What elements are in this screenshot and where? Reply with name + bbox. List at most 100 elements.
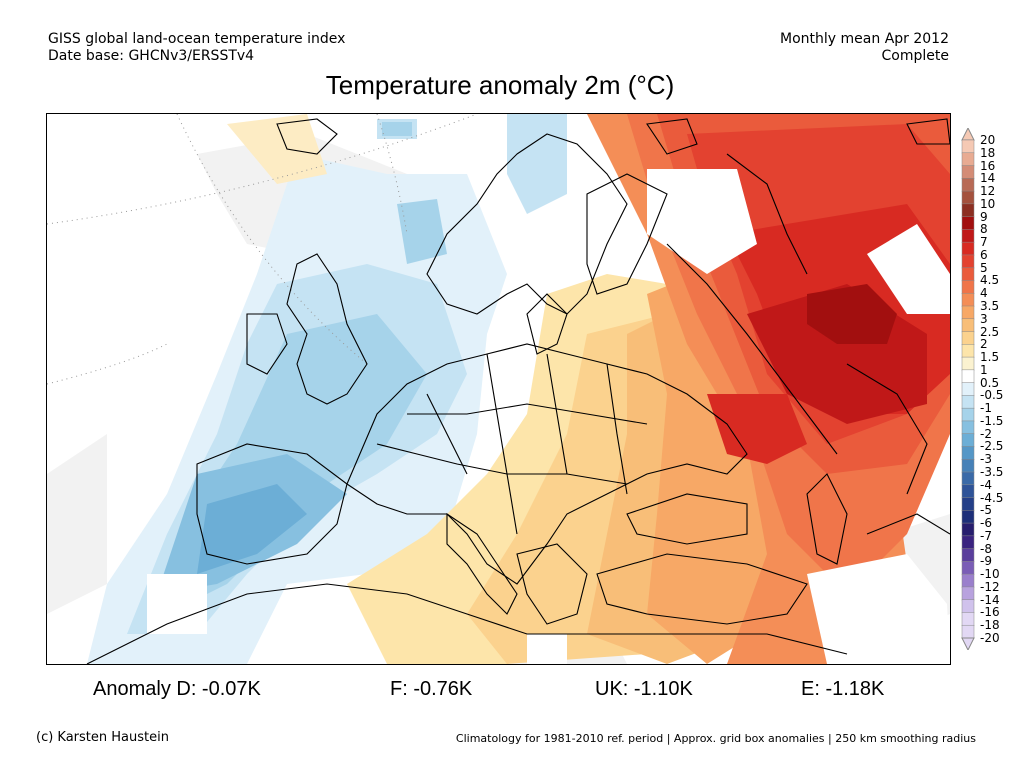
- colorbar-segment: [961, 561, 975, 575]
- colorbar-segment: [961, 216, 975, 231]
- colorbar-segment: [961, 369, 975, 384]
- colorbar-tick-label: 3: [980, 311, 988, 326]
- colorbar-tick-label: -18: [980, 618, 1000, 633]
- colorbar-segment: [961, 241, 975, 256]
- colorbar-tick-label: -12: [980, 579, 1000, 594]
- colorbar: [961, 128, 975, 650]
- colorbar-tick-label: 0.5: [980, 375, 1000, 390]
- colorbar-tick-label: 4.5: [980, 273, 1000, 288]
- colorbar-tick-label: -4.5: [980, 490, 1004, 505]
- colorbar-segment: [961, 433, 975, 448]
- colorbar-tick-label: -1: [980, 401, 992, 416]
- colorbar-segment: [961, 318, 975, 333]
- colorbar-segment: [961, 356, 975, 371]
- colorbar-tick-label: 6: [980, 247, 988, 262]
- colorbar-tick-label: 14: [980, 171, 996, 186]
- colorbar-tick-label: -6: [980, 516, 992, 531]
- colorbar-segment: [961, 458, 975, 473]
- positive-anomaly-areas: [227, 114, 950, 664]
- colorbar-segment: [961, 484, 975, 499]
- colorbar-tick-label: -16: [980, 605, 1000, 620]
- colorbar-tick-label: 7: [980, 235, 988, 250]
- colorbar-tick-label: -10: [980, 567, 1000, 582]
- colorbar-tick-label: -20: [980, 631, 1000, 645]
- colorbar-segment: [961, 548, 975, 563]
- colorbar-segment: [961, 203, 975, 218]
- map-title: Temperature anomaly 2m (°C): [325, 70, 675, 100]
- colorbar-tick-label: 9: [980, 209, 988, 224]
- colorbar-tick-label: 8: [980, 222, 988, 237]
- colorbar-segment: [961, 331, 975, 346]
- colorbar-tick-label: -4: [980, 477, 992, 492]
- colorbar-segment: [961, 344, 975, 358]
- anomaly-germany: Anomaly D: -0.07K: [93, 678, 261, 700]
- colorbar-tick-label: 1.5: [980, 350, 1000, 365]
- colorbar-segment: [961, 407, 975, 422]
- anomaly-uk: UK: -1.10K: [595, 678, 693, 700]
- regional-anomalies: Anomaly D: -0.07K F: -0.76K UK: -1.10K E…: [0, 678, 1024, 708]
- colorbar-segment: [961, 471, 975, 486]
- map-canvas: [47, 114, 950, 664]
- colorbar-tick-label: 4: [980, 286, 988, 301]
- colorbar-tick-label: 10: [980, 196, 996, 211]
- colorbar-tick-label: -0.5: [980, 388, 1004, 403]
- period-label: Monthly mean Apr 2012: [780, 31, 949, 47]
- colorbar-segment: [961, 573, 975, 588]
- colorbar-labels: 20 18 16 14 12 10 9 8 7 6 5 4.5 4 3.5 3 2.5 2 1.5 1 0.5 -0.5…: [980, 128, 1024, 650]
- dataset-title: GISS global land-ocean temperature index: [48, 31, 346, 47]
- colorbar-segment: [961, 624, 975, 639]
- colorbar-segment: [961, 446, 975, 460]
- colorbar-tick-label: -3.5: [980, 465, 1004, 479]
- colorbar-segment: [961, 152, 975, 167]
- colorbar-segment: [961, 229, 975, 243]
- colorbar-tick-label: -9: [980, 554, 992, 569]
- colorbar-segment: [961, 599, 975, 614]
- colorbar-segment: [961, 280, 975, 294]
- colorbar-segment: [961, 535, 975, 550]
- anomaly-map: [46, 113, 951, 665]
- header-left: GISS global land-ocean temperature index…: [48, 31, 345, 65]
- colorbar-segment: [961, 510, 975, 524]
- colorbar-tick-label: 18: [980, 145, 996, 160]
- coastlines: [86, 118, 950, 664]
- colorbar-segment: [961, 267, 975, 282]
- colorbar-bottom-arrow: [961, 637, 975, 650]
- colorbar-tick-label: 12: [980, 184, 996, 199]
- completeness-label: Complete: [881, 48, 949, 64]
- colorbar-segment: [961, 190, 975, 205]
- negative-anomaly-areas: [87, 114, 567, 664]
- colorbar-tick-label: 20: [980, 133, 996, 147]
- colorbar-segment: [961, 165, 975, 180]
- colorbar-segment: [961, 305, 975, 320]
- no-data-holes: [147, 169, 950, 664]
- colorbar-segment: [961, 586, 975, 601]
- colorbar-tick-label: 1: [980, 362, 988, 377]
- colorbar-segment: [961, 292, 975, 307]
- copyright: (c) Karsten Haustein: [36, 730, 169, 745]
- colorbar-segment: [961, 612, 975, 626]
- colorbar-tick-label: -3: [980, 452, 992, 467]
- colorbar-tick-label: -14: [980, 592, 1000, 607]
- colorbar-segment: [961, 254, 975, 269]
- colorbar-segment: [961, 420, 975, 435]
- anomaly-england: E: -1.18K: [801, 678, 885, 700]
- colorbar-segment: [961, 382, 975, 397]
- colorbar-tick-label: -7: [980, 528, 992, 543]
- colorbar-segment: [961, 522, 975, 537]
- colorbar-tick-label: 16: [980, 158, 996, 173]
- colorbar-segment: [961, 139, 975, 154]
- colorbar-segment: [961, 178, 975, 192]
- methodology-note: Climatology for 1981-2010 ref. period | …: [455, 732, 976, 745]
- colorbar-segment: [961, 497, 975, 512]
- colorbar-tick-label: -1.5: [980, 413, 1004, 428]
- header-right: Monthly mean Apr 2012 Complete: [780, 31, 949, 65]
- colorbar-tick-label: 2.5: [980, 324, 1000, 339]
- database-label: Date base: GHCNv3/ERSSTv4: [48, 48, 255, 64]
- colorbar-tick-label: 2: [980, 337, 988, 352]
- graticule: [47, 114, 478, 385]
- colorbar-tick-label: -2.5: [980, 439, 1004, 454]
- colorbar-top-arrow: [961, 128, 975, 141]
- colorbar-tick-label: -2: [980, 426, 992, 441]
- colorbar-tick-label: 5: [980, 260, 988, 275]
- anomaly-france: F: -0.76K: [390, 678, 473, 700]
